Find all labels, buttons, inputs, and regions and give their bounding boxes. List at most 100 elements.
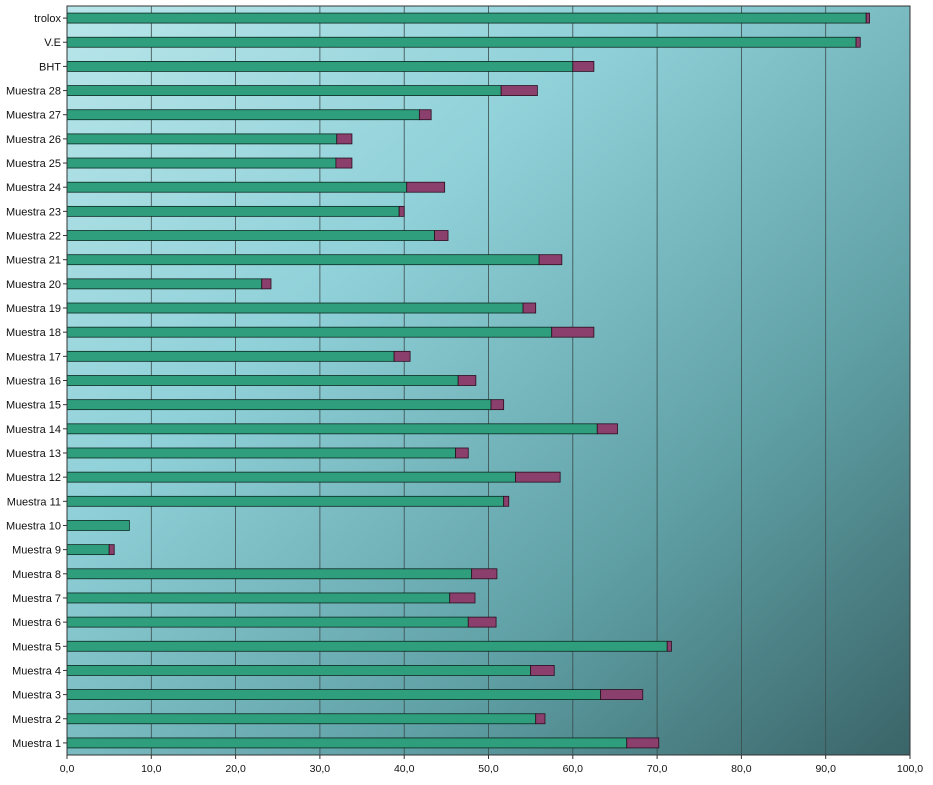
bar-series-2 bbox=[855, 36, 861, 48]
category-label: Muestra 9 bbox=[12, 545, 61, 557]
bar-series-2 bbox=[471, 568, 498, 580]
x-tick-label: 60,0 bbox=[563, 763, 584, 775]
category-label: Muestra 12 bbox=[6, 472, 61, 484]
bar-series-2 bbox=[551, 326, 595, 338]
bar-series-1 bbox=[66, 254, 540, 266]
bar-series-2 bbox=[108, 544, 115, 556]
bar-series-2 bbox=[335, 157, 353, 169]
category-label: Muestra 8 bbox=[12, 569, 61, 581]
category-label: Muestra 18 bbox=[6, 327, 61, 339]
bar-series-1 bbox=[66, 423, 598, 435]
bar-series-2 bbox=[418, 109, 432, 121]
x-tick-label: 20,0 bbox=[225, 763, 246, 775]
bar-series-1 bbox=[66, 326, 553, 338]
bar-series-1 bbox=[66, 737, 628, 749]
category-label: Muestra 10 bbox=[6, 520, 61, 532]
bar-series-1 bbox=[66, 36, 857, 48]
bar-series-2 bbox=[393, 350, 411, 362]
bar-series-2 bbox=[626, 737, 660, 749]
bar-series-1 bbox=[66, 568, 473, 580]
bar-series-1 bbox=[66, 544, 110, 556]
category-label: Muestra 13 bbox=[6, 448, 61, 460]
bar-series-1 bbox=[66, 157, 337, 169]
bar-series-1 bbox=[66, 375, 459, 386]
bar-series-1 bbox=[66, 181, 408, 193]
category-label: Muestra 26 bbox=[6, 134, 61, 146]
bar-series-1 bbox=[66, 61, 574, 72]
x-axis-tick-labels: 0,0 10,0 20,0 30,0 40,0 50,0 60,0 70,0 80,0 90,0 1… bbox=[60, 755, 923, 775]
x-tick-label: 30,0 bbox=[310, 763, 331, 775]
bar-series-1 bbox=[66, 85, 502, 96]
category-label: Muestra 16 bbox=[6, 376, 61, 388]
bar-series-2 bbox=[596, 423, 618, 435]
bar-series-1 bbox=[66, 471, 516, 483]
bar-series-2 bbox=[515, 471, 561, 483]
bar-series-1 bbox=[66, 399, 492, 411]
bar-series-1 bbox=[66, 133, 338, 145]
bar-series-2 bbox=[336, 133, 353, 145]
bars-group bbox=[66, 12, 870, 749]
bar-series-1 bbox=[66, 278, 263, 290]
category-label: Muestra 21 bbox=[6, 255, 61, 267]
bar-series-1 bbox=[66, 12, 867, 24]
bar-series-1 bbox=[66, 665, 532, 676]
category-label: Muestra 7 bbox=[12, 593, 61, 605]
bar-series-2 bbox=[500, 85, 538, 96]
bar-series-2 bbox=[261, 278, 272, 290]
bar-series-1 bbox=[66, 689, 602, 700]
bar-series-2 bbox=[457, 375, 477, 386]
bar-series-1 bbox=[66, 592, 451, 604]
x-tick-label: 70,0 bbox=[647, 763, 668, 775]
bar-series-2 bbox=[398, 205, 405, 217]
bar-series-1 bbox=[66, 350, 395, 362]
category-label: Muestra 23 bbox=[6, 206, 61, 218]
bar-series-2 bbox=[455, 447, 469, 459]
category-label: Muestra 2 bbox=[12, 714, 61, 726]
x-tick-label: 90,0 bbox=[815, 763, 836, 775]
category-label: Muestra 17 bbox=[6, 351, 61, 363]
bar-series-2 bbox=[535, 713, 546, 725]
category-label: Muestra 20 bbox=[6, 279, 61, 291]
x-tick-label: 100,0 bbox=[897, 763, 923, 775]
category-label: Muestra 22 bbox=[6, 231, 61, 243]
category-label: Muestra 14 bbox=[6, 424, 61, 436]
category-label: Muestra 4 bbox=[12, 665, 61, 677]
bar-series-2 bbox=[406, 181, 446, 193]
category-label: Muestra 19 bbox=[6, 303, 61, 315]
bar-series-2 bbox=[865, 12, 870, 24]
bar-series-1 bbox=[66, 447, 457, 459]
bar-series-1 bbox=[66, 640, 668, 652]
category-label: Muestra 5 bbox=[12, 641, 61, 653]
category-label: Muestra 27 bbox=[6, 110, 61, 122]
category-label: Muestra 28 bbox=[6, 86, 61, 98]
gridlines bbox=[150, 6, 827, 755]
bar-series-2 bbox=[434, 230, 449, 241]
category-label: Muestra 15 bbox=[6, 400, 61, 412]
category-label: Muestra 24 bbox=[6, 182, 61, 194]
x-tick-label: 80,0 bbox=[731, 763, 752, 775]
bar-series-1 bbox=[66, 520, 130, 531]
x-tick-label: 40,0 bbox=[394, 763, 415, 775]
category-label: Muestra 11 bbox=[7, 496, 61, 508]
bar-series-2 bbox=[666, 640, 672, 652]
bar-series-2 bbox=[530, 665, 555, 676]
bar-series-2 bbox=[572, 61, 595, 72]
bar-series-1 bbox=[66, 205, 400, 217]
x-tick-label: 50,0 bbox=[478, 763, 499, 775]
x-tick-label: 10,0 bbox=[141, 763, 162, 775]
category-label: Muestra 25 bbox=[6, 158, 61, 170]
category-label: Muestra 1 bbox=[12, 738, 61, 750]
bar-series-2 bbox=[467, 616, 497, 628]
category-labels: trolox V.E BHT Muestra 28 Muestra 27 Muestra … bbox=[6, 13, 67, 750]
bar-series-2 bbox=[600, 689, 644, 700]
bar-series-1 bbox=[66, 713, 537, 725]
bar-series-2 bbox=[490, 399, 505, 411]
category-label: trolox bbox=[34, 13, 61, 25]
bar-series-1 bbox=[66, 616, 469, 628]
category-label: V.E bbox=[44, 37, 61, 49]
bar-series-1 bbox=[66, 495, 505, 507]
bar-series-2 bbox=[503, 495, 510, 507]
bar-series-1 bbox=[66, 302, 524, 314]
bar-series-2 bbox=[449, 592, 476, 604]
